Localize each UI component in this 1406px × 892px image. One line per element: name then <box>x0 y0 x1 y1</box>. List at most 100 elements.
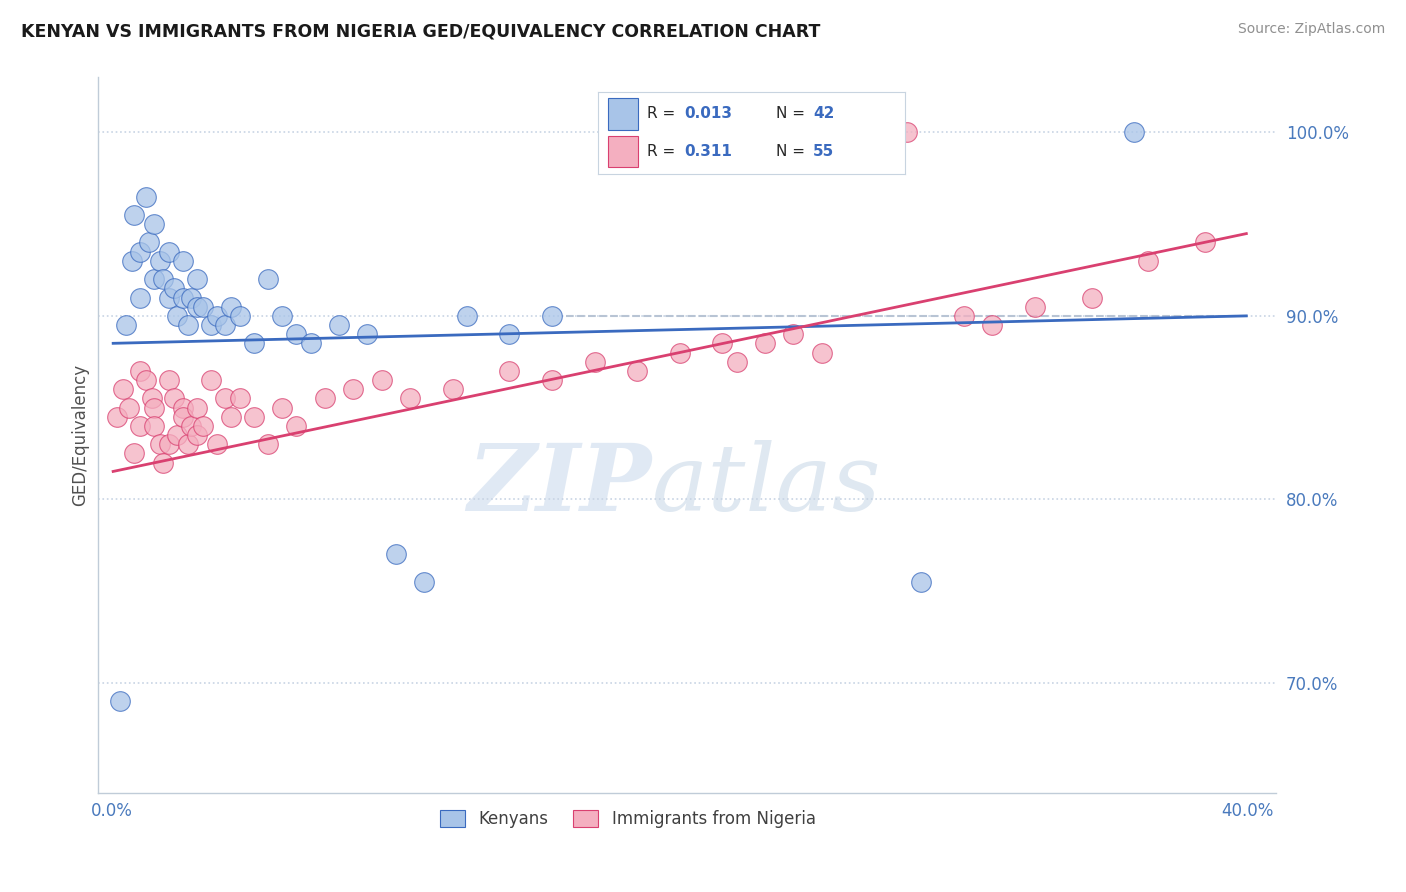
Point <box>118 401 141 415</box>
Point <box>242 409 264 424</box>
Point <box>135 189 157 203</box>
Point <box>271 309 294 323</box>
Point <box>498 364 520 378</box>
Point <box>328 318 350 332</box>
Point <box>191 418 214 433</box>
Point <box>157 244 180 259</box>
Point <box>1123 125 1146 139</box>
Point <box>186 428 208 442</box>
Point <box>1137 253 1160 268</box>
Point <box>129 364 152 378</box>
Point <box>172 401 194 415</box>
Point <box>257 272 280 286</box>
Point <box>242 336 264 351</box>
Point <box>138 235 160 250</box>
Point <box>399 392 422 406</box>
Point <box>163 281 186 295</box>
Point <box>228 392 250 406</box>
Point <box>952 309 974 323</box>
Text: ZIP: ZIP <box>467 440 651 530</box>
Point <box>541 309 564 323</box>
Point <box>711 336 734 351</box>
Point <box>143 272 166 286</box>
Text: atlas: atlas <box>651 440 882 530</box>
Point <box>129 244 152 259</box>
Point <box>285 327 308 342</box>
Point <box>177 437 200 451</box>
Point <box>186 401 208 415</box>
Point <box>1194 235 1216 250</box>
Text: Source: ZipAtlas.com: Source: ZipAtlas.com <box>1237 22 1385 37</box>
Point <box>143 217 166 231</box>
Point <box>157 291 180 305</box>
Point <box>129 418 152 433</box>
Point <box>152 272 174 286</box>
Point <box>441 382 464 396</box>
Point <box>180 418 202 433</box>
Point <box>149 253 172 268</box>
Point <box>868 125 890 139</box>
Point <box>271 401 294 415</box>
Point <box>129 291 152 305</box>
Point <box>191 300 214 314</box>
Point <box>186 300 208 314</box>
Point <box>124 446 146 460</box>
Point <box>583 354 606 368</box>
Text: KENYAN VS IMMIGRANTS FROM NIGERIA GED/EQUIVALENCY CORRELATION CHART: KENYAN VS IMMIGRANTS FROM NIGERIA GED/EQ… <box>21 22 821 40</box>
Point <box>107 409 129 424</box>
Point <box>342 382 364 396</box>
Point <box>314 392 336 406</box>
Point <box>228 309 250 323</box>
Point <box>172 253 194 268</box>
Point <box>152 456 174 470</box>
Point <box>981 318 1004 332</box>
Point <box>180 291 202 305</box>
Point <box>754 336 776 351</box>
Point <box>285 418 308 433</box>
Point <box>214 392 236 406</box>
Point <box>149 437 172 451</box>
Point <box>205 309 228 323</box>
Point <box>143 401 166 415</box>
Point <box>141 392 163 406</box>
Point <box>370 373 392 387</box>
Point <box>782 327 804 342</box>
Point <box>626 364 648 378</box>
Point <box>166 309 188 323</box>
Point <box>1024 300 1046 314</box>
Point <box>896 125 918 139</box>
Point <box>725 354 748 368</box>
Point <box>112 382 135 396</box>
Point <box>186 272 208 286</box>
Point <box>143 418 166 433</box>
Point <box>214 318 236 332</box>
Point <box>668 345 690 359</box>
Point <box>157 373 180 387</box>
Point <box>384 547 406 561</box>
Point <box>810 345 832 359</box>
Legend: Kenyans, Immigrants from Nigeria: Kenyans, Immigrants from Nigeria <box>433 803 823 834</box>
Point <box>205 437 228 451</box>
Point <box>157 437 180 451</box>
Point <box>200 373 222 387</box>
Point <box>124 208 146 222</box>
Y-axis label: GED/Equivalency: GED/Equivalency <box>72 364 89 506</box>
Point <box>910 574 932 589</box>
Point <box>219 409 242 424</box>
Point <box>172 291 194 305</box>
Point <box>110 694 132 708</box>
Point <box>200 318 222 332</box>
Point <box>163 392 186 406</box>
Point <box>121 253 143 268</box>
Point <box>413 574 436 589</box>
Point <box>172 409 194 424</box>
Point <box>166 428 188 442</box>
Point <box>219 300 242 314</box>
Point <box>356 327 378 342</box>
Point <box>456 309 478 323</box>
Point <box>257 437 280 451</box>
Point <box>299 336 322 351</box>
Point <box>1080 291 1102 305</box>
Point <box>135 373 157 387</box>
Point <box>541 373 564 387</box>
